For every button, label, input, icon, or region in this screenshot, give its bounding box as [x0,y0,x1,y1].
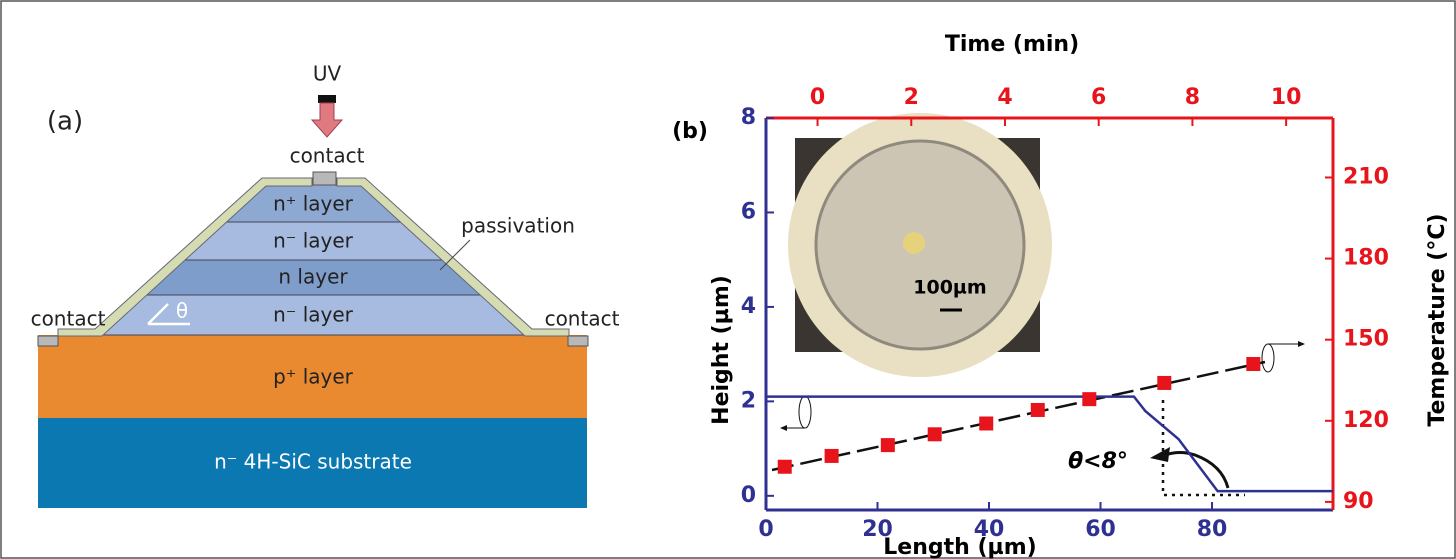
y2-tick-label: 120 [1343,408,1389,433]
x-tick-label: 40 [974,517,1005,542]
x2-axis-title: Time (min) [945,32,1079,57]
x2-tick-label: 2 [904,85,919,110]
x-axis-title: Length (µm) [883,535,1036,559]
contact-pad [568,336,588,346]
inset-photo [903,232,925,254]
annotation: 100µm [913,277,986,299]
annotation: θ<8° [1068,449,1128,474]
x-tick-label: 80 [1197,517,1228,542]
layer-label: p⁺ layer [273,365,354,389]
data-point [825,449,839,463]
y-tick-label: 0 [741,483,756,508]
uv-source [318,95,336,103]
label: contact [545,307,620,331]
x2-tick-label: 0 [810,85,825,110]
y-tick-label: 6 [741,199,756,224]
x2-tick-label: 6 [1091,85,1106,110]
x-tick-label: 0 [758,517,773,542]
layer-label: n layer [278,265,348,289]
label: UV [313,62,342,86]
layer-label: n⁺ layer [273,192,354,216]
panel-label: (b) [672,119,708,144]
contact-pad [38,336,58,346]
label: contact [31,307,106,331]
x-tick-label: 20 [862,517,893,542]
y-tick-label: 4 [741,294,756,319]
x2-tick-label: 4 [997,85,1012,110]
x2-tick-label: 10 [1271,85,1302,110]
data-point [1157,376,1171,390]
layer-label: n⁻ layer [273,303,354,327]
layer-label: n⁻ 4H-SiC substrate [214,450,412,474]
y2-tick-label: 90 [1343,489,1374,514]
y2-tick-label: 210 [1343,164,1389,189]
data-point [1082,392,1096,406]
data-point [1246,357,1260,371]
x-tick-label: 60 [1085,517,1116,542]
data-point [1031,403,1045,417]
y2-axis-title: Temperature (°C) [1425,213,1450,426]
data-point [928,427,942,441]
data-point [979,416,993,430]
label: contact [290,144,365,168]
y2-tick-label: 180 [1343,246,1389,271]
layer-label: n⁻ layer [273,229,354,253]
contact-pad [313,172,336,185]
data-point [778,460,792,474]
data-point [881,438,895,452]
panel-label: (a) [47,107,83,137]
y2-tick-label: 150 [1343,327,1389,352]
label: passivation [461,214,575,238]
figure: (a) UV contact n⁺ layer n⁻ layer n layer… [0,0,1456,559]
y-axis-title: Height (µm) [709,275,734,425]
y-tick-label: 8 [741,105,756,130]
angle-label: θ [176,299,188,323]
y-tick-label: 2 [741,388,756,413]
x2-tick-label: 8 [1185,85,1200,110]
